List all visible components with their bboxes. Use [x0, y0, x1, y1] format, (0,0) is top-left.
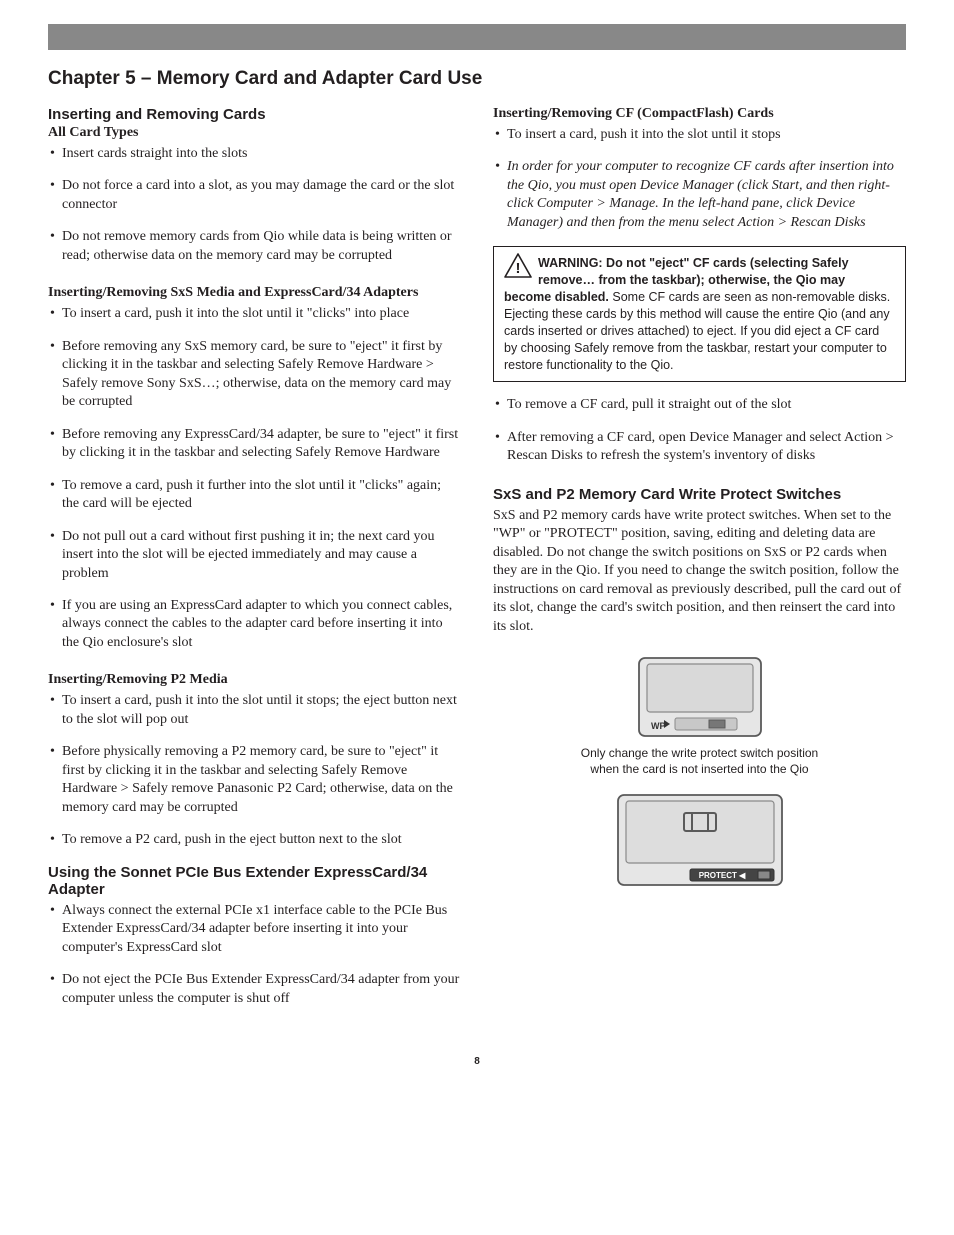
- bullet-list-p2: To insert a card, push it into the slot …: [48, 692, 461, 849]
- svg-text:!: !: [516, 260, 521, 277]
- p2-protect-label: PROTECT ◀: [698, 871, 745, 880]
- list-item: To insert a card, push it into the slot …: [62, 305, 461, 323]
- list-item: After removing a CF card, open Device Ma…: [507, 429, 906, 466]
- figure-caption: Only change the write protect switch pos…: [575, 746, 825, 777]
- sxs-card-illustration: WP: [635, 654, 765, 740]
- warning-title: WARNING:: [538, 256, 603, 270]
- bullet-list-sxs: To insert a card, push it into the slot …: [48, 305, 461, 652]
- p2-card-illustration: PROTECT ◀: [612, 789, 788, 891]
- bullet-list-cf-top: To insert a card, push it into the slot …: [493, 126, 906, 232]
- page-number: 8: [48, 1056, 906, 1067]
- list-item: Do not eject the PCIe Bus Extender Expre…: [62, 971, 461, 1008]
- sub-heading-cf: Inserting/Removing CF (CompactFlash) Car…: [493, 106, 906, 122]
- list-item: Always connect the external PCIe x1 inte…: [62, 902, 461, 957]
- warning-box: ! WARNING: Do not "eject" CF cards (sele…: [493, 246, 906, 382]
- bullet-list-all-types: Insert cards straight into the slots Do …: [48, 145, 461, 265]
- sub-heading-all-types: All Card Types: [48, 125, 461, 141]
- list-item: Do not force a card into a slot, as you …: [62, 177, 461, 214]
- left-column: Inserting and Removing Cards All Card Ty…: [48, 106, 461, 1028]
- sub-heading-sxs: Inserting/Removing SxS Media and Express…: [48, 285, 461, 301]
- list-item: Do not pull out a card without first pus…: [62, 528, 461, 583]
- warning-text: WARNING: Do not "eject" CF cards (select…: [504, 256, 890, 371]
- bullet-list-sonnet: Always connect the external PCIe x1 inte…: [48, 902, 461, 1008]
- list-item: If you are using an ExpressCard adapter …: [62, 597, 461, 652]
- warning-icon: !: [504, 253, 532, 284]
- list-item: To insert a card, push it into the slot …: [507, 126, 906, 144]
- list-item: To remove a card, push it further into t…: [62, 477, 461, 514]
- bullet-list-cf-bottom: To remove a CF card, pull it straight ou…: [493, 396, 906, 465]
- sub-heading-p2: Inserting/Removing P2 Media: [48, 672, 461, 688]
- content-columns: Inserting and Removing Cards All Card Ty…: [48, 106, 906, 1028]
- chapter-title: Chapter 5 – Memory Card and Adapter Card…: [48, 68, 906, 90]
- wp-body-text: SxS and P2 memory cards have write prote…: [493, 507, 906, 636]
- section-heading-sonnet: Using the Sonnet PCIe Bus Extender Expre…: [48, 864, 461, 898]
- list-item: Insert cards straight into the slots: [62, 145, 461, 163]
- header-bar: [48, 24, 906, 50]
- list-item: Before removing any SxS memory card, be …: [62, 338, 461, 412]
- list-item: Do not remove memory cards from Qio whil…: [62, 228, 461, 265]
- list-item: Before physically removing a P2 memory c…: [62, 743, 461, 817]
- list-item: In order for your computer to recognize …: [507, 158, 906, 232]
- list-item: Before removing any ExpressCard/34 adapt…: [62, 426, 461, 463]
- list-item: To remove a CF card, pull it straight ou…: [507, 396, 906, 414]
- list-item: To insert a card, push it into the slot …: [62, 692, 461, 729]
- list-item: To remove a P2 card, push in the eject b…: [62, 831, 461, 849]
- right-column: Inserting/Removing CF (CompactFlash) Car…: [493, 106, 906, 1028]
- sxs-wp-label: WP: [651, 721, 666, 731]
- section-heading-wp: SxS and P2 Memory Card Write Protect Swi…: [493, 486, 906, 503]
- card-figures: WP Only change the write protect switch …: [493, 654, 906, 891]
- section-heading-inserting: Inserting and Removing Cards: [48, 106, 461, 123]
